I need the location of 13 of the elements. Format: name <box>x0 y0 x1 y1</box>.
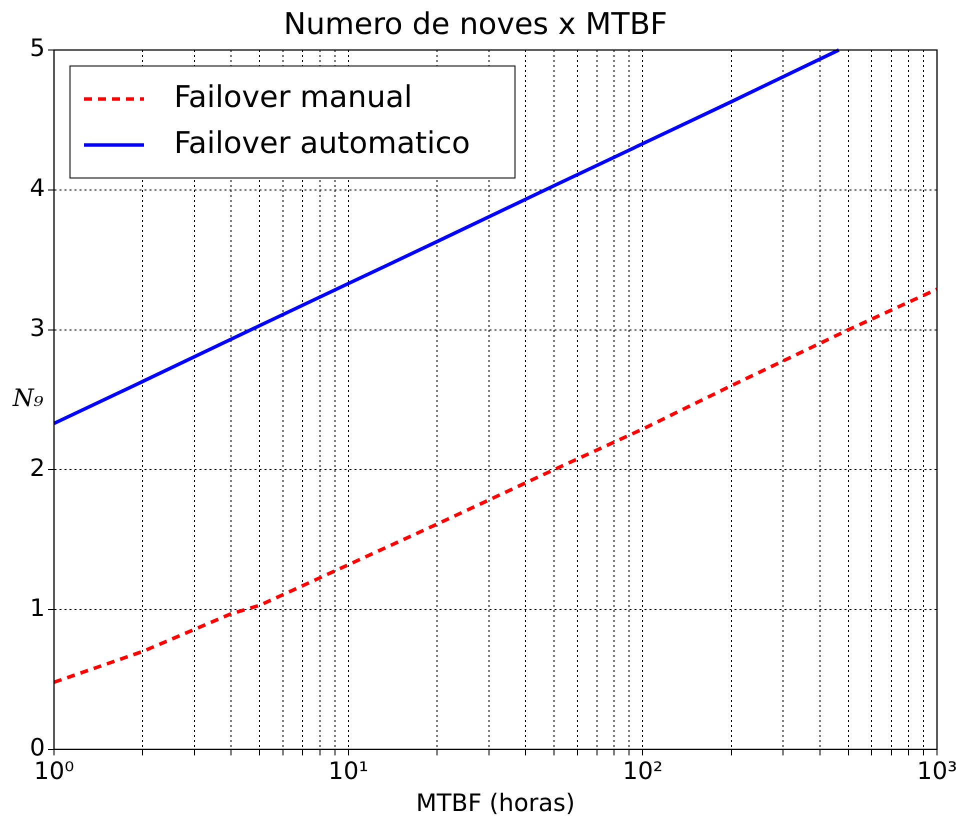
y-tick-label: 3 <box>30 314 45 342</box>
x-axis-title: MTBF (horas) <box>416 788 575 817</box>
x-tick-label: 10² <box>622 757 663 786</box>
y-axis-title: N₉ <box>12 384 44 412</box>
y-tick-label: 4 <box>30 174 45 202</box>
x-tick-label: 10³ <box>916 757 958 786</box>
y-tick-label: 1 <box>30 594 45 622</box>
legend-label: Failover manual <box>174 80 412 115</box>
y-tick-label: 2 <box>30 454 45 482</box>
x-tick-label: 10¹ <box>328 757 368 786</box>
y-tick-label: 5 <box>30 34 45 62</box>
chart-title: Numero de noves x MTBF <box>284 6 668 42</box>
legend-label: Failover automatico <box>174 126 470 161</box>
